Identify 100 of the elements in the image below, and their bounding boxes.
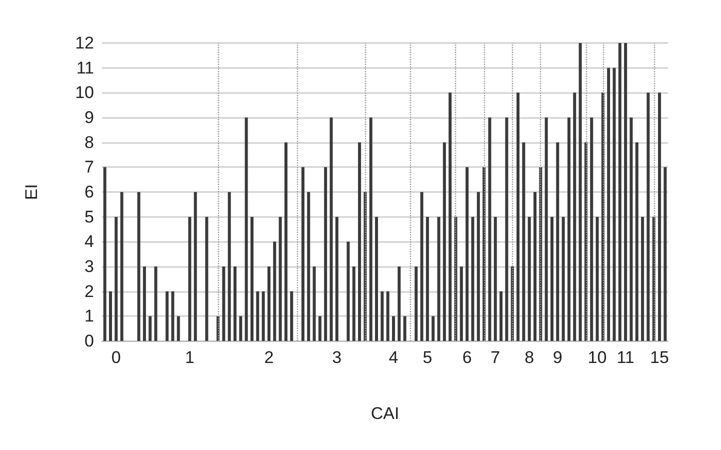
bar [403,316,406,341]
y-axis-title: EI [22,184,41,200]
bar [426,216,429,341]
bar [369,118,372,341]
bar [194,192,197,341]
bar [346,242,350,341]
bar [114,216,118,341]
bar [278,216,282,341]
bar [358,142,362,341]
bar [267,266,270,341]
bar [432,316,435,341]
x-tick-label: 9 [552,348,562,367]
bar [137,192,140,341]
bar [262,291,265,341]
bar [398,266,401,341]
bar [488,118,492,341]
bar [312,266,316,341]
bar [375,216,378,341]
bar [466,167,469,341]
bar [103,167,106,341]
x-tick-label: 5 [422,348,432,367]
bar [290,291,294,341]
bar [460,266,463,341]
y-tick-label: 6 [84,182,94,202]
bar [250,216,254,341]
x-tick-label: 8 [524,348,534,367]
x-tick-label: 2 [264,348,274,367]
bar [284,142,288,341]
bar [624,43,628,341]
bar [352,266,356,341]
bar [635,142,638,341]
bar [590,118,594,341]
bar [414,266,418,341]
y-tick-label: 9 [84,108,94,127]
y-tick-label: 11 [76,58,94,78]
y-tick-label: 12 [75,34,94,52]
bar [476,192,480,341]
bar [176,316,180,341]
bar [442,142,446,341]
bar [222,266,226,341]
bar [641,216,644,341]
bar [420,192,424,341]
bar [244,118,248,341]
y-tick-label: 1 [84,306,94,326]
x-tick-label: 11 [616,348,634,367]
bar [528,216,531,341]
x-tick-label: 15 [650,348,669,367]
bar [646,92,650,341]
y-tick-label: 8 [84,132,94,152]
bar [494,216,497,341]
y-tick-label: 7 [84,158,94,177]
bar [142,266,146,341]
bar [664,167,667,341]
bar [630,118,633,341]
bar [324,167,328,341]
x-tick-label: 3 [332,348,342,367]
bar [148,316,152,341]
bar [171,291,174,341]
bar [544,118,548,341]
bar [596,216,599,341]
x-tick-label: 0 [111,348,121,367]
bar [618,43,622,341]
bar [516,92,520,341]
y-tick-label: 5 [84,207,94,226]
x-tick-label: 4 [388,348,398,367]
bar [550,216,554,341]
bar [228,192,231,341]
bar [658,92,662,341]
bar [380,291,384,341]
bar [166,291,169,341]
bar [567,118,570,341]
bar [522,142,526,341]
bar [500,291,503,341]
y-tick-label: 4 [84,232,94,252]
bar [612,68,616,341]
bar [154,266,158,341]
bar [205,216,208,341]
bar [256,291,260,341]
bar [573,92,576,341]
bar [505,118,508,341]
bar [120,192,124,341]
bar [318,316,322,341]
bar [607,68,610,341]
x-tick-label: 7 [490,348,500,367]
y-tick-label: 10 [75,83,94,102]
bar [330,118,333,341]
y-tick-label: 2 [84,282,94,301]
bar [335,216,338,341]
bar [562,216,565,341]
bar [301,167,304,341]
x-axis-title: CAI [370,404,400,423]
bar [108,291,112,341]
bar [471,216,474,341]
bar [386,291,390,341]
bar [578,43,582,341]
bar [234,266,237,341]
bar [392,316,395,341]
bar [556,142,560,341]
bar [188,216,192,341]
y-tick-label: 3 [84,257,94,276]
